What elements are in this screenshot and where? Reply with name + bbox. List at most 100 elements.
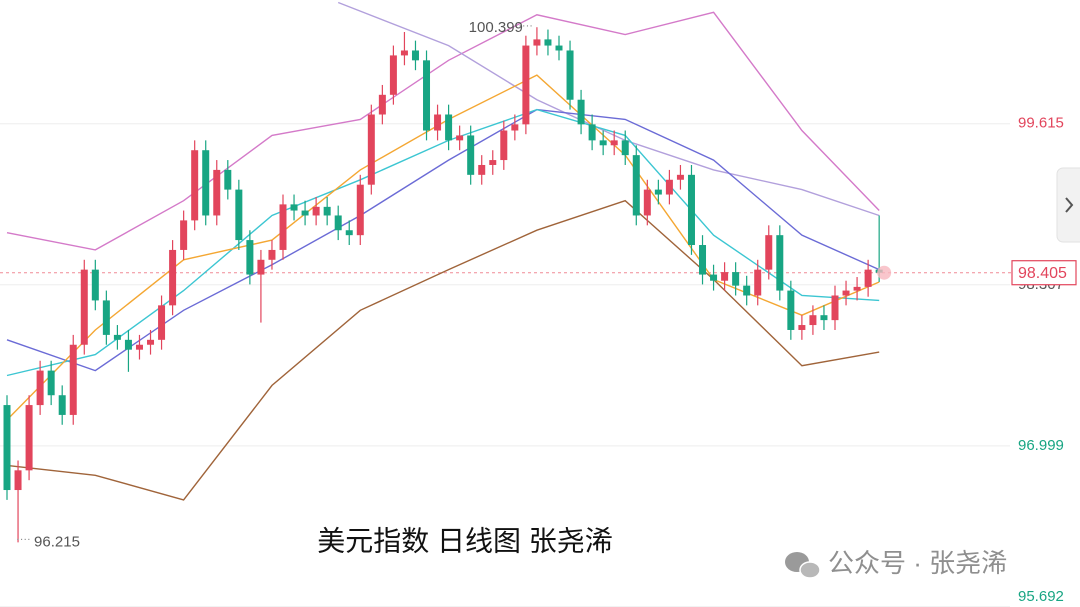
candle-body — [489, 160, 497, 165]
candle-body — [135, 344, 143, 350]
chart-title: 美元指数 日线图 张尧浠 — [317, 525, 613, 556]
candle-body — [158, 305, 166, 340]
candle-body — [180, 220, 188, 250]
candle-body — [710, 274, 718, 281]
last-price-dot — [877, 265, 892, 280]
price-tag: 98.405 — [1018, 265, 1067, 282]
candle-body — [765, 235, 773, 270]
high-marker-dots: ···· — [518, 20, 533, 32]
candle-body — [334, 215, 342, 231]
candle-body — [345, 230, 353, 236]
candle-body — [721, 272, 729, 281]
candle-body — [25, 405, 33, 471]
candle-body — [268, 249, 276, 260]
y-tick-label: 99.615 — [1018, 115, 1064, 132]
candle-body — [853, 286, 861, 291]
candle-body — [434, 114, 442, 131]
candle-body — [36, 370, 44, 406]
low-marker-dots: ···· — [16, 533, 31, 545]
candle-body — [522, 45, 530, 125]
candle-body — [312, 206, 320, 216]
candles — [3, 27, 883, 543]
wechat-icon — [799, 561, 821, 579]
candle-body — [91, 269, 99, 301]
candle-body — [511, 124, 519, 131]
candle-body — [113, 334, 121, 340]
y-tick-label: 96.999 — [1018, 437, 1064, 454]
candle-body — [687, 174, 695, 246]
candle-body — [147, 339, 155, 345]
candle-body — [654, 189, 662, 195]
indicator-line — [6, 199, 880, 501]
candle-body — [699, 245, 707, 275]
side-tab[interactable] — [1056, 167, 1080, 243]
indicator-line — [6, 108, 880, 372]
candle-body — [445, 114, 453, 141]
candle-body — [213, 169, 221, 216]
y-tick-label: 95.692 — [1018, 588, 1064, 605]
price-tag-box — [1011, 260, 1077, 286]
candle-body — [676, 174, 684, 180]
candle-body — [235, 189, 243, 241]
candle-body — [809, 315, 817, 326]
candle-body — [820, 315, 828, 321]
candle-body — [323, 206, 331, 216]
candle-body — [754, 269, 762, 296]
candle-body — [367, 114, 375, 185]
candle-body — [69, 344, 77, 415]
candle-body — [864, 269, 872, 287]
candle-body — [14, 470, 22, 491]
candle-body — [787, 290, 795, 330]
candle-body — [202, 150, 210, 216]
high-annotation: 100.399 — [469, 19, 523, 36]
side-tab-bg[interactable] — [1056, 167, 1080, 243]
candle-body — [257, 259, 265, 275]
candle-body — [743, 285, 751, 296]
candle-body — [500, 130, 508, 161]
candle-body — [356, 184, 364, 236]
low-annotation: 96.215 — [34, 533, 80, 550]
candle-body — [423, 60, 431, 131]
candle-body — [102, 300, 110, 335]
candle-body — [566, 50, 574, 100]
candle-body — [301, 210, 309, 216]
indicator-line — [6, 11, 880, 251]
candle-body — [411, 50, 419, 61]
candle-body — [555, 45, 563, 51]
candle-body — [478, 164, 486, 175]
candle-body — [47, 370, 55, 396]
candle-body — [467, 135, 475, 175]
watermark: 公众号 · 张尧浠 — [785, 548, 1007, 579]
candle-body — [798, 325, 806, 330]
candle-body — [246, 240, 254, 275]
watermark-text: 公众号 · 张尧浠 — [828, 548, 1007, 578]
candle-body — [544, 39, 552, 46]
candle-body — [599, 140, 607, 146]
candle-body — [588, 124, 596, 141]
candle-body — [643, 189, 651, 216]
candle-body — [632, 155, 640, 216]
candle-body — [279, 204, 287, 250]
candle-body — [169, 249, 177, 306]
candle-body — [58, 395, 66, 415]
candle-body — [610, 140, 618, 146]
candle-body — [831, 295, 839, 321]
overlay: 95.69296.99998.30799.615····100.399····9… — [16, 19, 1077, 605]
candle-body — [665, 179, 673, 195]
candle-body — [191, 150, 199, 221]
candle-body — [224, 169, 232, 190]
candle-body — [80, 269, 88, 345]
candle-body — [389, 55, 397, 95]
side-tab-arrow[interactable] — [1065, 197, 1074, 213]
candle-body — [533, 39, 541, 46]
candle-body — [577, 99, 585, 125]
candle-body — [842, 290, 850, 296]
candle-body — [732, 272, 740, 286]
candle-body — [621, 140, 629, 156]
candle-body — [400, 50, 408, 56]
candle-body — [456, 135, 464, 141]
candle-body — [3, 405, 11, 491]
candle-body — [378, 94, 386, 115]
